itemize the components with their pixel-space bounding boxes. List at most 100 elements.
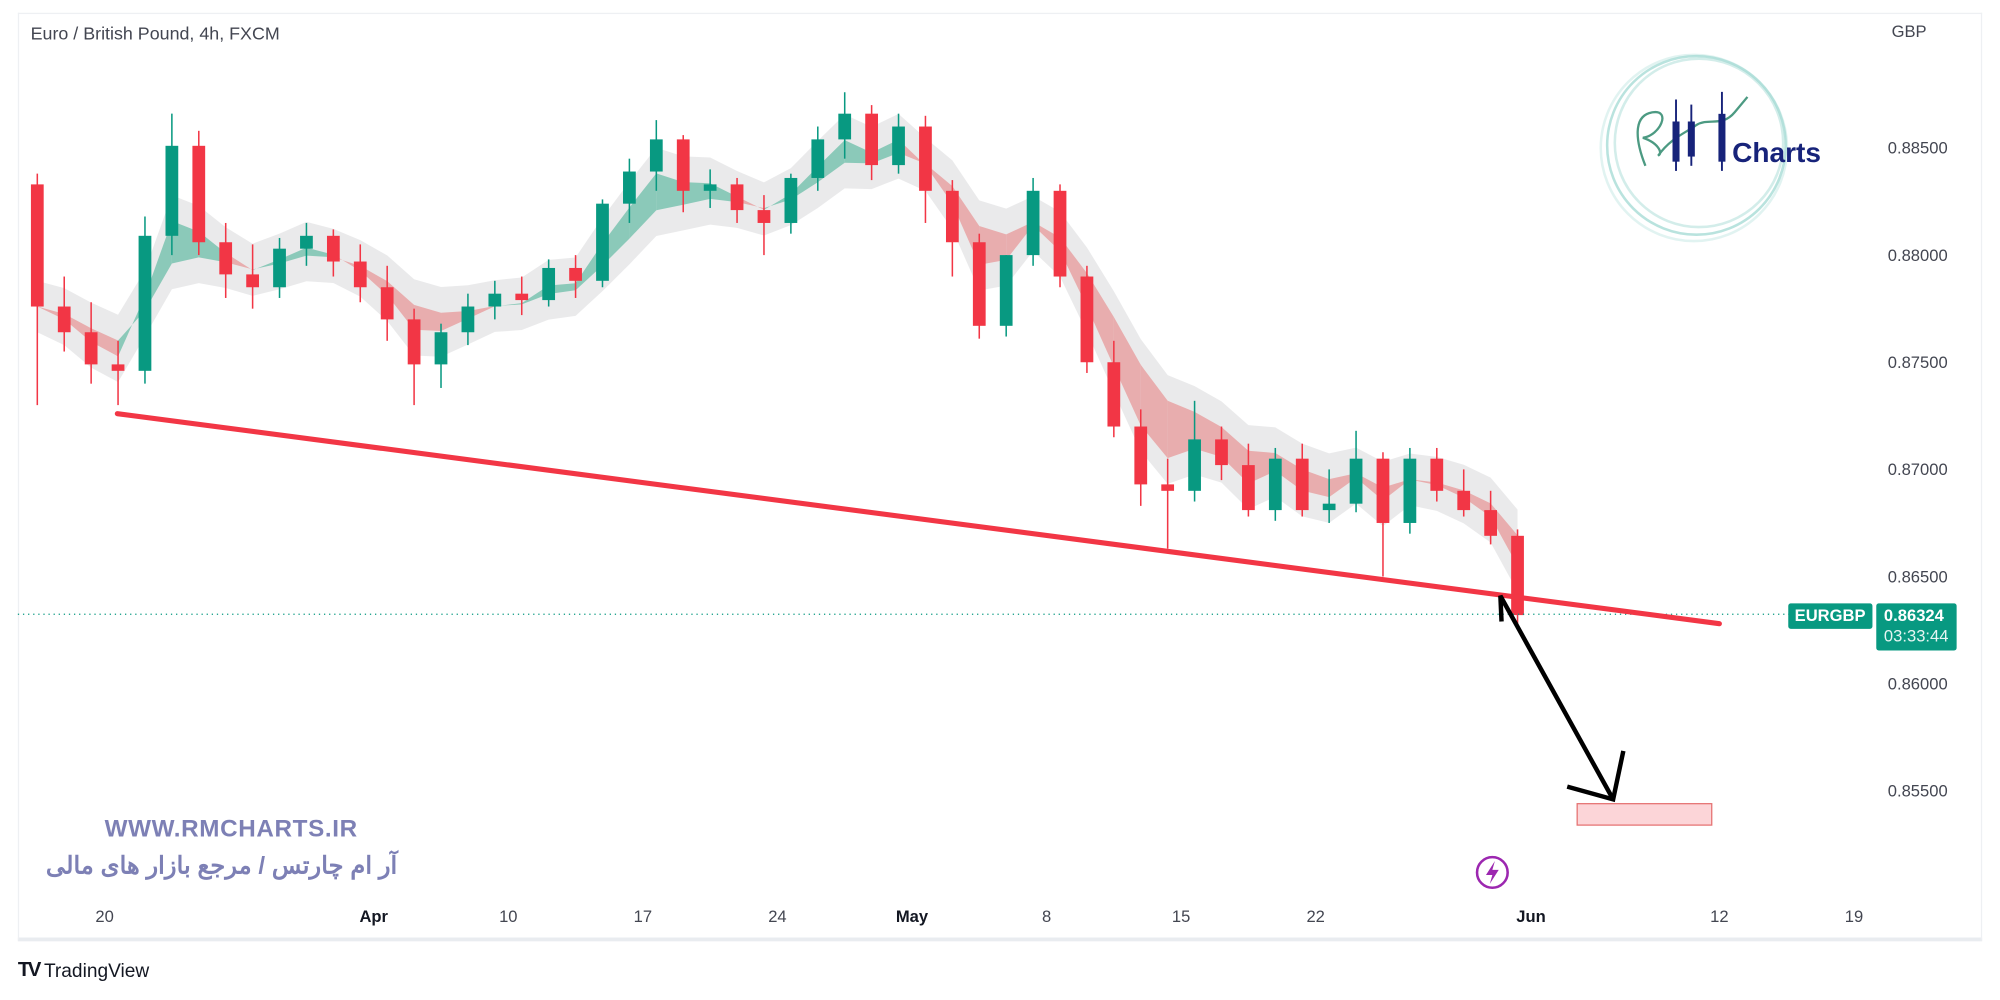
time-tick-label: Jun <box>1516 906 1546 927</box>
candle-body <box>623 171 636 204</box>
candle-body <box>569 267 582 281</box>
ma-ribbon-segment <box>710 183 738 203</box>
ma-ribbon-segment <box>790 166 818 200</box>
candle-body <box>273 248 286 288</box>
candle-body <box>1268 458 1282 511</box>
last-price: 0.86324 <box>1883 605 1944 625</box>
candle-body <box>596 203 609 281</box>
candle-body <box>1322 503 1336 511</box>
candle-body <box>111 364 125 371</box>
time-tick-label: 20 <box>95 906 114 927</box>
candle-body <box>649 139 663 172</box>
ma-ribbon-segment <box>1113 316 1141 426</box>
ma-ribbon-segment <box>925 163 953 204</box>
candle-body <box>757 210 771 223</box>
candle-body <box>919 126 932 191</box>
ma-ribbon-segment <box>629 173 657 239</box>
candle-body <box>1457 490 1471 511</box>
forecast-arrow <box>1498 594 1616 801</box>
candle-body <box>1080 276 1094 363</box>
ma-ribbon-segment <box>1248 450 1276 484</box>
ma-ribbon-segment <box>1194 411 1222 457</box>
ma-ribbon-segment <box>871 139 899 164</box>
ma-ribbon-segment <box>1356 473 1383 501</box>
candle-body <box>219 242 233 275</box>
ma-ribbon-segment <box>64 313 92 342</box>
candle-body <box>730 184 744 211</box>
ma-ribbon-segment <box>279 247 307 264</box>
ma-ribbon-segment <box>91 328 119 357</box>
candle-body <box>865 113 878 166</box>
ma-ribbon-segment <box>656 173 684 211</box>
ma-ribbon-segment <box>144 220 172 311</box>
candle-body <box>192 145 206 243</box>
candle-body <box>1349 458 1363 504</box>
ma-ribbon-segment <box>306 247 334 258</box>
time-tick-label: 24 <box>768 906 787 927</box>
candle-body <box>1484 510 1498 536</box>
ma-ribbon-segment <box>171 220 199 264</box>
tradingview-brand: TradingView <box>43 959 150 982</box>
ma-ribbon-segment <box>521 285 549 305</box>
price-tick-label: 0.88000 <box>1887 245 1948 265</box>
candle-body <box>353 261 367 288</box>
ma-ribbon-segment <box>118 296 145 357</box>
price-tick-label: 0.87500 <box>1887 352 1948 372</box>
candle-body <box>1161 484 1175 491</box>
candle-body <box>1026 190 1040 256</box>
candle-body <box>945 190 959 243</box>
candle-body <box>972 242 986 326</box>
ma-ribbon-segment <box>817 140 845 183</box>
ma-ribbon-segment <box>1006 221 1034 260</box>
ma-ribbon-segment <box>198 231 226 263</box>
ma-ribbon-segment <box>1463 490 1491 517</box>
tradingview-logo-icon: TV <box>17 959 42 981</box>
ma-ribbon-segment <box>844 140 872 164</box>
time-tick-label: 15 <box>1171 906 1191 927</box>
ma-ribbon-segment <box>1221 427 1249 484</box>
ma-ribbon-segment <box>494 303 522 307</box>
candle-body <box>434 332 448 365</box>
ma-ribbon-segment <box>1409 479 1437 486</box>
candle-body <box>1053 190 1067 277</box>
candle-body <box>30 184 44 307</box>
candle-body <box>1376 458 1390 523</box>
ma-ribbon-segment <box>979 226 1007 265</box>
candle-body <box>165 145 179 236</box>
time-tick-label: 17 <box>633 906 653 927</box>
bar-countdown: 03:33:44 <box>1883 626 1949 646</box>
candle-body <box>326 235 340 262</box>
time-tick-label: 19 <box>1844 906 1864 927</box>
price-tick-label: 0.88500 <box>1887 138 1948 158</box>
price-axis-currency: GBP <box>1891 21 1927 41</box>
ma-ribbon-segment <box>1167 400 1195 459</box>
support-trendline <box>114 411 1722 627</box>
candle-body <box>703 184 717 191</box>
ma-ribbon-segment <box>1329 473 1357 498</box>
ma-ribbon-segment <box>1436 482 1464 498</box>
candle-body <box>1188 439 1201 491</box>
time-tick-label: Apr <box>359 906 389 927</box>
candle-body <box>246 274 259 288</box>
candle-body <box>300 235 313 249</box>
ma-ribbon-segment <box>1275 453 1303 491</box>
ma-envelope <box>37 113 1518 592</box>
watermark-tagline: آر ام چارتس / مرجع بازار های مالی <box>45 853 398 881</box>
ma-ribbon-segment <box>898 139 926 166</box>
symbol-title: Euro / British Pound, 4h, FXCM <box>30 22 280 44</box>
candle-body <box>838 113 852 140</box>
ma-ribbon-segment <box>548 283 576 294</box>
candle-body <box>488 293 502 307</box>
ma-ribbon-segment <box>1490 503 1518 566</box>
candle-body <box>1242 465 1255 511</box>
candle-body <box>542 267 556 301</box>
ma-ribbon-segment <box>333 254 361 271</box>
candle-body <box>515 293 529 301</box>
ma-ribbon-segment <box>1033 221 1061 251</box>
ma-ribbon-segment <box>952 186 980 265</box>
tradingview-branding[interactable]: TV TradingView <box>18 959 149 982</box>
watermark-url: WWW.RMCHARTS.IR <box>104 816 358 844</box>
candle-body <box>1403 458 1417 523</box>
ma-ribbon-segment <box>602 207 630 266</box>
